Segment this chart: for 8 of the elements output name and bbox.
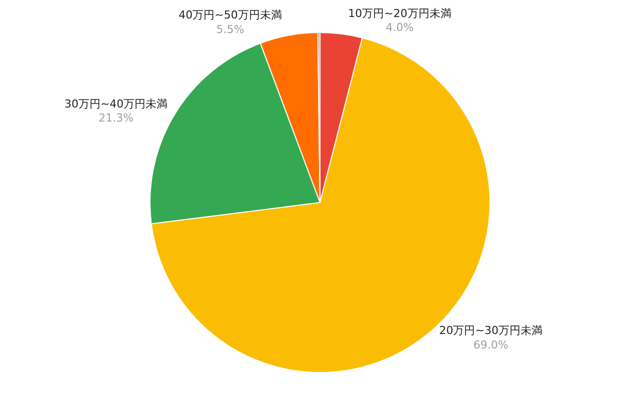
data-label: 69.0% bbox=[473, 338, 508, 352]
slice-label: 30万円~40万円未満 bbox=[64, 97, 168, 110]
slice-label: 20万円~30万円未満 bbox=[439, 324, 542, 338]
data-label: 21.3% bbox=[98, 112, 134, 125]
data-label: 4.0% bbox=[386, 21, 414, 34]
slice-label: 10万円~20万円未満 bbox=[348, 6, 452, 20]
slice-label: 40万円~50万円未満 bbox=[178, 8, 282, 22]
data-label: 5.5% bbox=[216, 22, 244, 36]
